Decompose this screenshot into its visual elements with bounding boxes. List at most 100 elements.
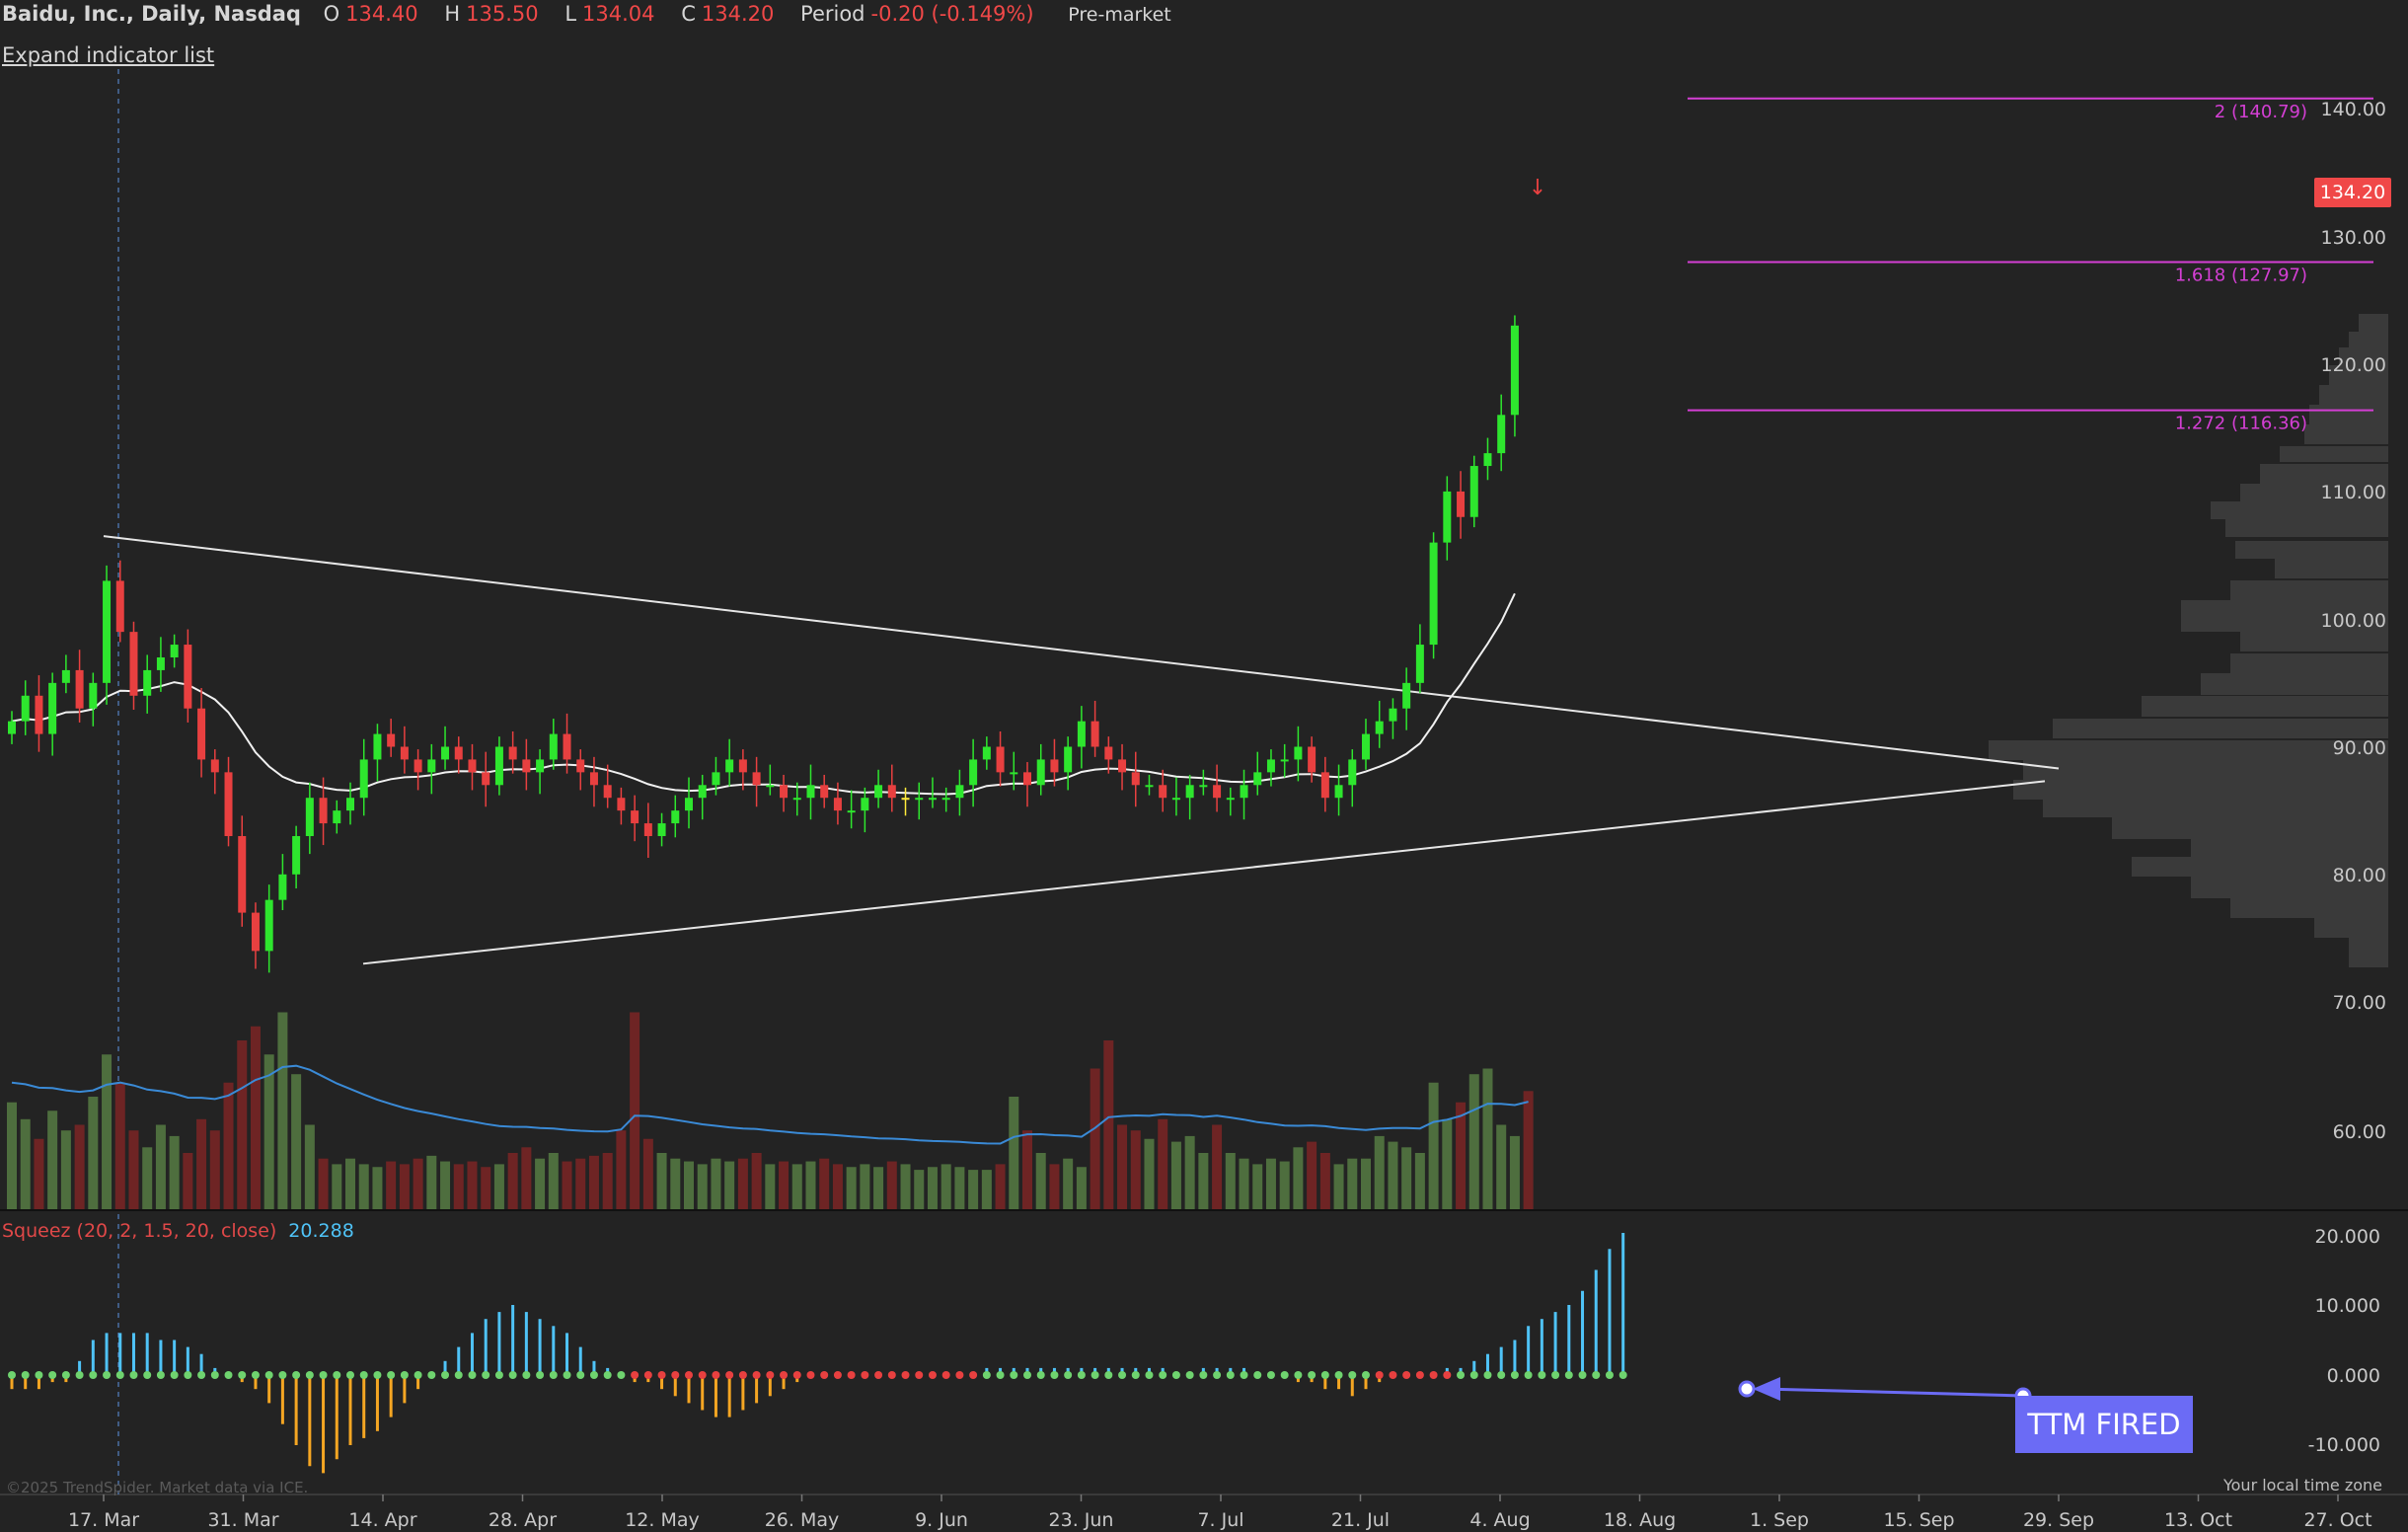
volume-bar: [1456, 1102, 1467, 1209]
volume-bar: [1442, 1118, 1453, 1209]
candle-body: [698, 785, 707, 799]
squeeze-dot: [1618, 1371, 1627, 1379]
squeeze-dot: [1226, 1371, 1235, 1379]
squeeze-dot: [712, 1371, 720, 1379]
volume-bar: [1307, 1141, 1317, 1209]
price-axis[interactable]: 140.00 130.00 120.00 110.00 100.00 90.00 80.00…: [2308, 99, 2386, 1456]
squeeze-dot: [184, 1371, 192, 1379]
pre-market-arrow: ↓: [1529, 176, 1546, 200]
candle-body: [1457, 491, 1466, 517]
candle-body: [1483, 453, 1492, 467]
volume-bar: [1482, 1068, 1493, 1209]
candle-body: [103, 580, 112, 683]
candle-body: [170, 645, 179, 657]
time-tick-label: 7. Jul: [1197, 1509, 1243, 1531]
volume-bar: [1076, 1167, 1087, 1209]
time-axis[interactable]: 17. Mar 31. Mar 14. Apr 28. Apr 12. May 26. M…: [68, 1494, 2372, 1531]
candle-body: [792, 798, 801, 801]
volume-bar: [1428, 1082, 1439, 1209]
volume-profile-bar: [2201, 673, 2388, 695]
time-tick-label: 31. Mar: [207, 1509, 278, 1531]
squeeze-dot: [1145, 1371, 1154, 1379]
expand-indicator-list-link[interactable]: Expand indicator list: [2, 43, 215, 67]
volume-bar: [1414, 1153, 1425, 1209]
candle-body: [982, 746, 991, 760]
squeeze-dot: [48, 1371, 57, 1379]
price-tick-label: 120.00: [2321, 354, 2386, 376]
price-tick-label: 140.00: [2321, 99, 2386, 120]
squeeze-dot: [1159, 1371, 1167, 1379]
ttm-fired-label[interactable]: TTM FIRED: [2015, 1396, 2193, 1453]
volume-bar: [1252, 1164, 1263, 1209]
period-label: Period: [800, 2, 865, 26]
candle-body: [941, 798, 950, 801]
trend-lines[interactable]: [103, 535, 2060, 965]
candle-body: [603, 785, 612, 799]
squeeze-dot: [1524, 1371, 1533, 1379]
volume-profile-bar: [2132, 857, 2388, 877]
volume-ma-line: [11, 1064, 1529, 1145]
volume-bar: [277, 1012, 288, 1209]
volume-profile-bar: [2314, 918, 2388, 938]
squeeze-dot: [1266, 1371, 1275, 1379]
volume-bar: [941, 1164, 951, 1209]
ttm-annotation[interactable]: [1738, 1377, 2032, 1405]
squeeze-dot: [698, 1371, 707, 1379]
squeeze-dot: [1023, 1371, 1031, 1379]
time-tick-label: 4. Aug: [1469, 1509, 1530, 1531]
squeeze-dot: [1415, 1371, 1424, 1379]
candle-body: [400, 746, 409, 760]
candle-body: [143, 669, 152, 696]
squeeze-dot: [333, 1371, 341, 1379]
candle-body: [1320, 772, 1329, 799]
volume-bar: [209, 1130, 220, 1209]
squeeze-indicator-label[interactable]: Squeez (20, 2, 1.5, 20, close) 20.288: [2, 1220, 354, 1242]
volume-bar: [602, 1153, 613, 1209]
candle-body: [508, 746, 517, 760]
squeeze-dot: [1308, 1371, 1317, 1379]
squeeze-dot: [89, 1371, 98, 1379]
grid: [0, 69, 2408, 1495]
candle-body: [1415, 645, 1424, 683]
candle-body: [21, 695, 30, 722]
candle-body: [1023, 772, 1031, 786]
candle-body: [61, 669, 70, 683]
volume-bar: [196, 1118, 207, 1209]
volume-bar: [1130, 1130, 1141, 1209]
squeeze-dot: [766, 1371, 775, 1379]
time-tick-label: 1. Sep: [1750, 1509, 1809, 1531]
close-value: 134.20: [701, 2, 775, 26]
squeeze-dot: [792, 1371, 801, 1379]
fibonacci-extensions[interactable]: 2 (140.79) 1.618 (127.97) 1.272 (116.36): [1688, 97, 2373, 434]
squeeze-dot: [996, 1371, 1005, 1379]
candle-body: [75, 669, 84, 709]
high-label: H: [444, 2, 461, 26]
volume-bar: [34, 1138, 44, 1209]
volume-bar: [399, 1164, 410, 1209]
candle-body: [725, 759, 734, 773]
squeeze-tick-label: -10.000: [2308, 1434, 2380, 1456]
volume-profile-bar: [2013, 780, 2388, 800]
time-tick-label: 9. Jun: [915, 1509, 968, 1531]
volume-bar: [47, 1111, 58, 1209]
volume-bar: [616, 1130, 627, 1209]
symbol-title[interactable]: Baidu, Inc., Daily, Nasdaq: [2, 2, 301, 26]
volume-profile-bar: [2349, 938, 2388, 967]
candle-body: [387, 733, 396, 747]
squeeze-dot: [1538, 1371, 1546, 1379]
candle-body: [1185, 785, 1194, 799]
squeeze-dot: [292, 1371, 301, 1379]
volume-profile-bar: [2240, 632, 2388, 651]
volume-bar: [791, 1164, 802, 1209]
candle-body: [874, 785, 883, 799]
volume-bar: [467, 1161, 478, 1209]
timezone-label[interactable]: Your local time zone: [2222, 1476, 2382, 1494]
candle-body: [264, 899, 273, 952]
volume-bar: [114, 1082, 125, 1209]
volume-bar: [493, 1164, 504, 1209]
volume-bar: [927, 1167, 938, 1209]
candle-body: [901, 798, 910, 801]
ttm-start-handle: [1738, 1380, 1756, 1398]
candle-body: [1362, 733, 1370, 760]
